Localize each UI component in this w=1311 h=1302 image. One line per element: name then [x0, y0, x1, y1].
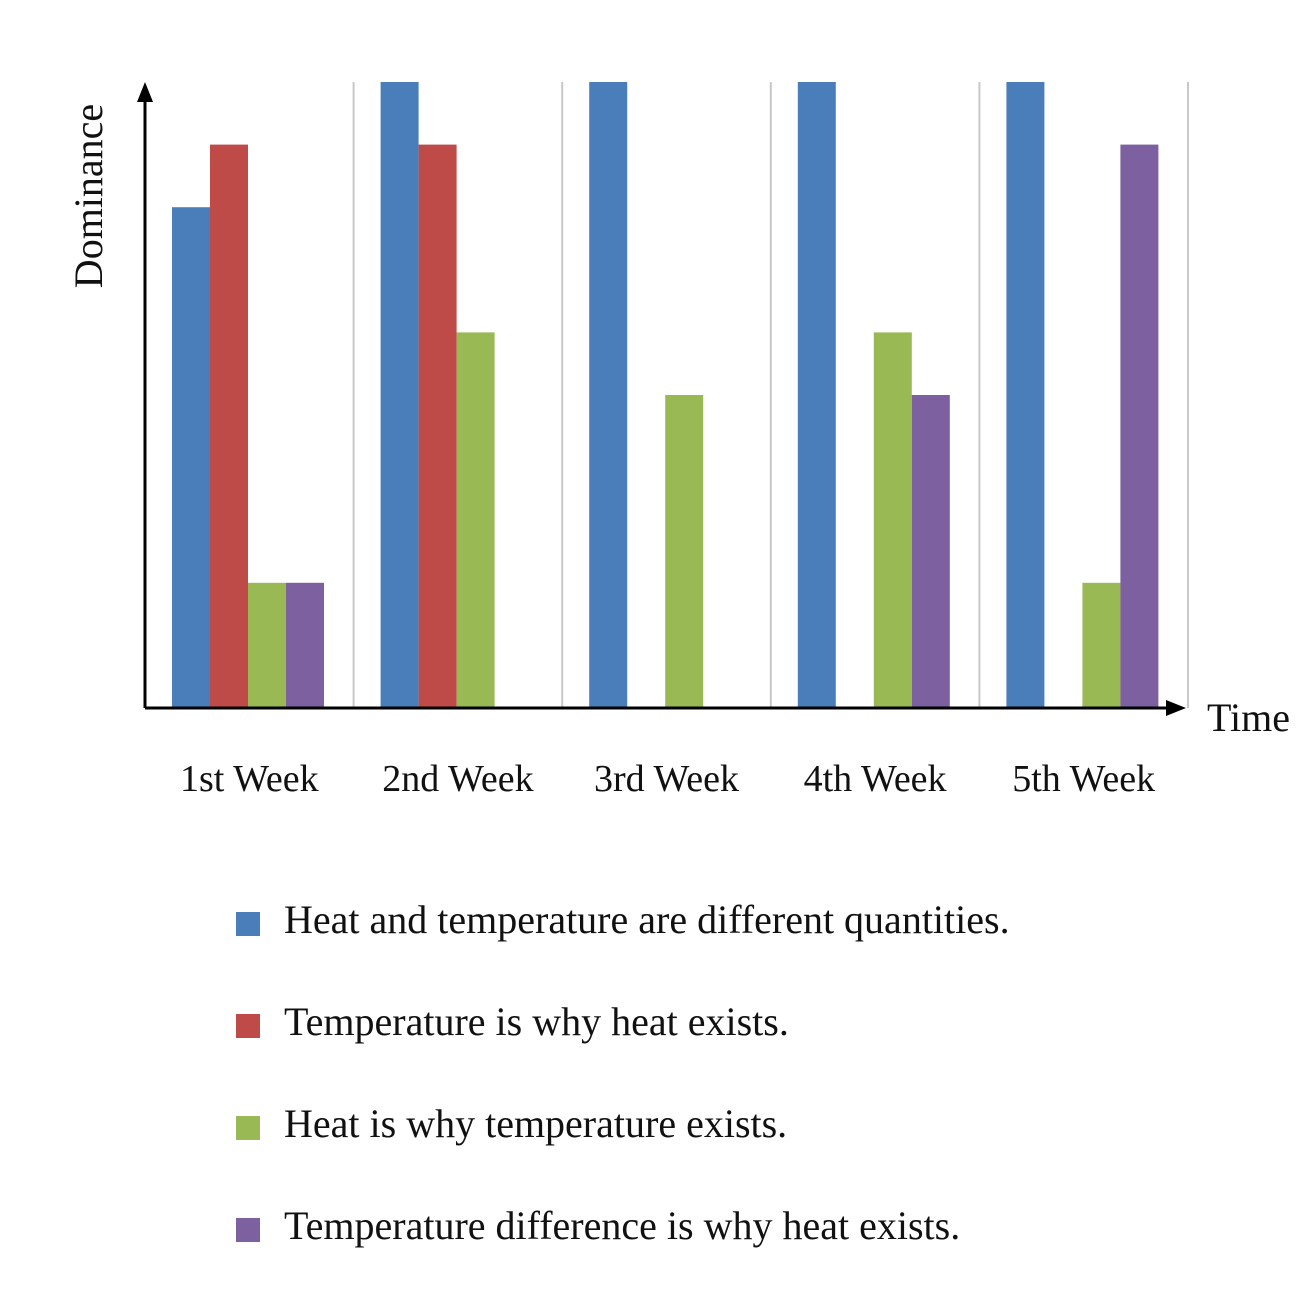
bar — [1006, 82, 1045, 708]
legend: Heat and temperature are different quant… — [236, 888, 1236, 1296]
x-axis-arrowhead — [1166, 700, 1186, 716]
legend-label: Heat and temperature are different quant… — [284, 897, 1010, 942]
category-separators — [352, 82, 1189, 708]
legend-item: Heat is why temperature exists. — [236, 1092, 1236, 1194]
legend-label: Temperature is why heat exists. — [284, 999, 789, 1044]
bar — [873, 332, 912, 708]
x-tick-label: 2nd Week — [382, 758, 533, 800]
y-axis-title: Dominance — [66, 104, 111, 288]
bar — [1082, 582, 1121, 708]
legend-swatch — [236, 912, 260, 936]
bar — [1120, 144, 1159, 709]
x-axis-title: Time — [1207, 695, 1290, 740]
legend-swatch — [236, 1116, 260, 1140]
x-tick-label: 5th Week — [1012, 758, 1155, 800]
legend-label: Temperature difference is why heat exist… — [284, 1203, 961, 1248]
x-tick-labels: 1st Week 2nd Week 3rd Week 4th Week 5th Week — [180, 758, 1155, 800]
legend-item: Temperature is why heat exists. — [236, 990, 1236, 1092]
y-axis-arrowhead — [137, 82, 153, 102]
legend-swatch — [236, 1218, 260, 1242]
bar — [286, 582, 324, 708]
bar — [418, 144, 457, 709]
bar — [665, 395, 704, 708]
legend-label: Heat is why temperature exists. — [284, 1101, 788, 1146]
x-tick-label: 3rd Week — [594, 758, 739, 800]
bar — [589, 82, 628, 708]
bar — [248, 582, 286, 708]
bar-chart: Dominance Time 1st Week 2nd Week 3rd Week 4… — [66, 82, 1290, 800]
bar — [456, 332, 495, 708]
legend-swatch — [236, 1014, 260, 1038]
bar — [911, 395, 950, 708]
bar — [210, 144, 248, 709]
x-tick-label: 4th Week — [804, 758, 947, 800]
legend-item: Heat and temperature are different quant… — [236, 888, 1236, 990]
bar — [797, 82, 836, 708]
legend-item: Temperature difference is why heat exist… — [236, 1194, 1236, 1296]
bar — [172, 207, 210, 708]
x-tick-label: 1st Week — [180, 758, 319, 800]
bar — [380, 82, 419, 708]
bar-group — [172, 82, 1159, 709]
